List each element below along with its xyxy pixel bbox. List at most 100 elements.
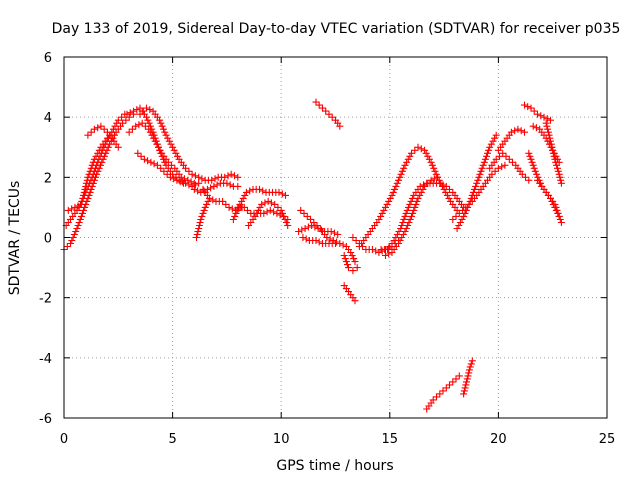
data-point [465,200,473,208]
data-point [430,164,438,172]
data-point [408,212,415,220]
data-point [393,231,401,238]
data-point [225,203,233,211]
data-point [195,173,203,181]
data-point [429,396,437,404]
data-point [69,234,77,241]
data-point [349,267,357,275]
data-point [528,158,536,166]
data-point [327,228,335,235]
data-point [312,98,320,106]
data-point [146,128,154,136]
data-point [465,366,473,374]
data-point [78,197,86,205]
data-point [181,175,188,183]
data-point [234,173,242,181]
data-point [472,182,480,190]
data-point [345,264,352,272]
data-point [270,208,278,216]
data-point [398,222,406,229]
data-point [479,161,487,169]
data-point [194,187,202,195]
data-point [406,215,414,223]
data-point [122,116,130,124]
data-point [190,179,198,187]
data-point [126,109,134,117]
data-point [211,175,219,183]
data-point [219,197,227,205]
y-axis-label: SDTVAR / TECUs [7,181,23,296]
data-point [72,228,80,235]
data-point [197,216,205,223]
data-point [191,172,199,180]
data-point [412,200,420,208]
data-point [322,107,330,115]
data-point [274,203,282,211]
data-point [256,203,264,211]
data-point [88,161,96,169]
data-point [204,197,212,205]
data-point [544,128,552,136]
data-point [84,173,92,181]
data-point [128,125,136,133]
data-point [185,167,193,175]
y-tick-label: 4 [44,111,52,126]
x-tick-label: 0 [60,432,68,447]
data-point [511,127,519,135]
data-point [408,149,415,157]
series-arc-34 [542,119,565,187]
data-point [87,128,95,136]
data-point [259,187,267,195]
data-point [554,209,562,217]
data-point [139,107,147,115]
data-point [439,387,447,395]
x-tick-label: 25 [599,432,616,447]
data-point [147,158,155,166]
data-point [97,122,105,130]
data-point [431,167,439,175]
data-point [427,176,435,184]
data-point [87,164,95,172]
chart-title: Day 133 of 2019, Sidereal Day-to-day VTE… [52,21,621,37]
data-point [339,241,347,249]
data-point [480,158,488,166]
data-point [157,119,165,127]
data-point [434,173,442,181]
data-point [75,219,83,226]
data-point [526,152,534,160]
data-point [207,184,215,192]
data-point [449,378,457,386]
data-point [114,116,122,124]
data-point [85,170,93,178]
data-point [452,212,460,220]
data-point [462,381,470,389]
data-point [228,205,236,213]
data-point [406,200,414,208]
data-point [417,145,425,153]
data-point [514,125,522,133]
data-point [430,175,438,183]
data-point [549,200,557,208]
data-point [155,143,162,151]
data-point [391,185,399,193]
data-point [73,225,81,232]
data-point [542,119,550,127]
data-point [549,146,557,154]
data-point [138,119,146,127]
data-point [393,179,401,187]
data-point [392,234,400,241]
data-point [557,179,565,187]
data-point [301,225,309,232]
data-point [349,234,357,241]
data-point [400,215,408,223]
data-point [461,384,469,392]
y-tick-label: 6 [44,51,52,66]
series-arc-12 [229,185,289,223]
data-point [452,375,460,383]
data-point [392,182,400,190]
data-point [388,191,396,199]
data-point [280,212,288,220]
y-tick-label: -4 [39,352,52,367]
data-point [74,222,82,229]
data-point [193,231,201,238]
